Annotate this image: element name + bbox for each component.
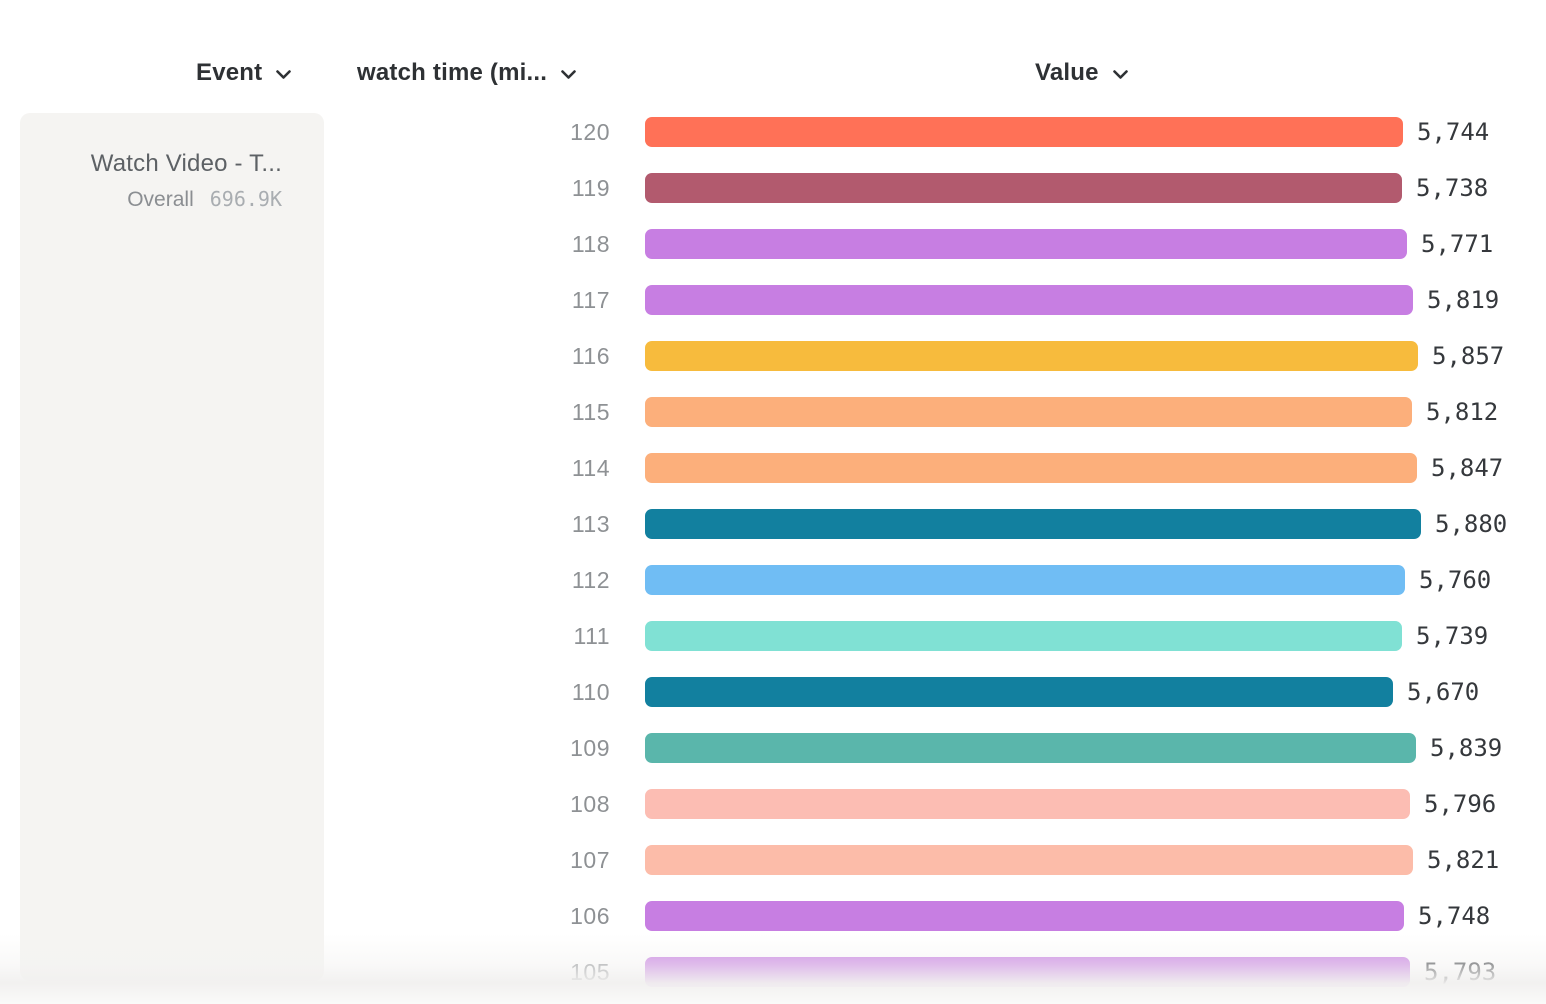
chevron-down-icon: [561, 69, 576, 79]
bar[interactable]: [645, 509, 1421, 539]
bar-row: 117 5,819: [0, 285, 1546, 315]
bar[interactable]: [645, 229, 1407, 259]
category-label: 107: [570, 847, 610, 873]
bar-row: 106 5,748: [0, 901, 1546, 931]
category-label: 110: [571, 679, 610, 705]
bar[interactable]: [645, 789, 1410, 819]
watch-time-column-label: watch time (mi...: [357, 59, 548, 86]
event-title: Watch Video - T...: [90, 150, 282, 177]
bar-row: 115 5,812: [0, 397, 1546, 427]
bar[interactable]: [645, 453, 1417, 483]
category-label: 116: [571, 343, 610, 369]
value-label: 5,796: [1424, 790, 1497, 818]
category-label: 111: [573, 623, 610, 649]
overall-label: Overall: [127, 188, 194, 211]
category-label: 115: [571, 399, 610, 425]
bar[interactable]: [645, 117, 1403, 147]
category-label: 114: [571, 455, 610, 481]
value-label: 5,839: [1430, 734, 1503, 762]
category-label: 118: [571, 231, 610, 257]
value-label: 5,738: [1416, 174, 1489, 202]
bar-row: 120 5,744: [0, 117, 1546, 147]
value-label: 5,819: [1427, 286, 1500, 314]
value-label: 5,812: [1426, 398, 1499, 426]
category-label: 120: [570, 119, 610, 145]
chevron-down-icon: [1112, 69, 1128, 79]
value-label: 5,880: [1435, 510, 1508, 538]
bar[interactable]: [645, 621, 1402, 651]
overall-value: 696.9K: [209, 187, 282, 211]
value-column-label: Value: [1035, 59, 1099, 86]
bar-row: 110 5,670: [0, 677, 1546, 707]
category-label: 112: [571, 567, 610, 593]
bar-row: 119 5,738: [0, 173, 1546, 203]
bar-row: 118 5,771: [0, 229, 1546, 259]
value-label: 5,771: [1421, 230, 1494, 258]
bar-row: 116 5,857: [0, 341, 1546, 371]
bar[interactable]: [645, 677, 1393, 707]
category-label: 113: [571, 511, 610, 537]
bar-row: 113 5,880: [0, 509, 1546, 539]
bar-row: 107 5,821: [0, 845, 1546, 875]
bar[interactable]: [645, 565, 1405, 595]
value-column-header[interactable]: Value: [1035, 57, 1128, 89]
bar-row: 105 5,793: [0, 957, 1546, 987]
event-overall-row: Overall 696.9K: [20, 187, 282, 212]
bar-row: 112 5,760: [0, 565, 1546, 595]
value-label: 5,744: [1417, 118, 1490, 146]
bar[interactable]: [645, 957, 1410, 987]
category-label: 109: [570, 735, 610, 761]
bar-row: 108 5,796: [0, 789, 1546, 819]
category-label: 119: [571, 175, 610, 201]
event-column-label: Event: [196, 59, 263, 86]
event-card[interactable]: Watch Video - T... Overall 696.9K: [20, 113, 324, 981]
bar[interactable]: [645, 845, 1413, 875]
value-label: 5,739: [1416, 622, 1489, 650]
bar[interactable]: [645, 173, 1402, 203]
value-label: 5,670: [1407, 678, 1480, 706]
bar[interactable]: [645, 733, 1416, 763]
value-label: 5,748: [1418, 902, 1491, 930]
category-label: 105: [570, 959, 610, 985]
value-label: 5,821: [1427, 846, 1500, 874]
value-label: 5,857: [1432, 342, 1505, 370]
bar-row: 114 5,847: [0, 453, 1546, 483]
value-label: 5,793: [1424, 958, 1497, 986]
bar-row: 111 5,739: [0, 621, 1546, 651]
bar[interactable]: [645, 285, 1413, 315]
bar[interactable]: [645, 397, 1412, 427]
chevron-down-icon: [276, 69, 292, 79]
event-column-header[interactable]: Event: [196, 57, 292, 89]
bar[interactable]: [645, 341, 1418, 371]
watch-time-column-header[interactable]: watch time (mi...: [357, 57, 576, 89]
value-label: 5,760: [1419, 566, 1492, 594]
value-label: 5,847: [1431, 454, 1504, 482]
category-label: 117: [571, 287, 610, 313]
category-label: 108: [570, 791, 610, 817]
category-label: 106: [570, 903, 610, 929]
bar-row: 109 5,839: [0, 733, 1546, 763]
bar[interactable]: [645, 901, 1404, 931]
